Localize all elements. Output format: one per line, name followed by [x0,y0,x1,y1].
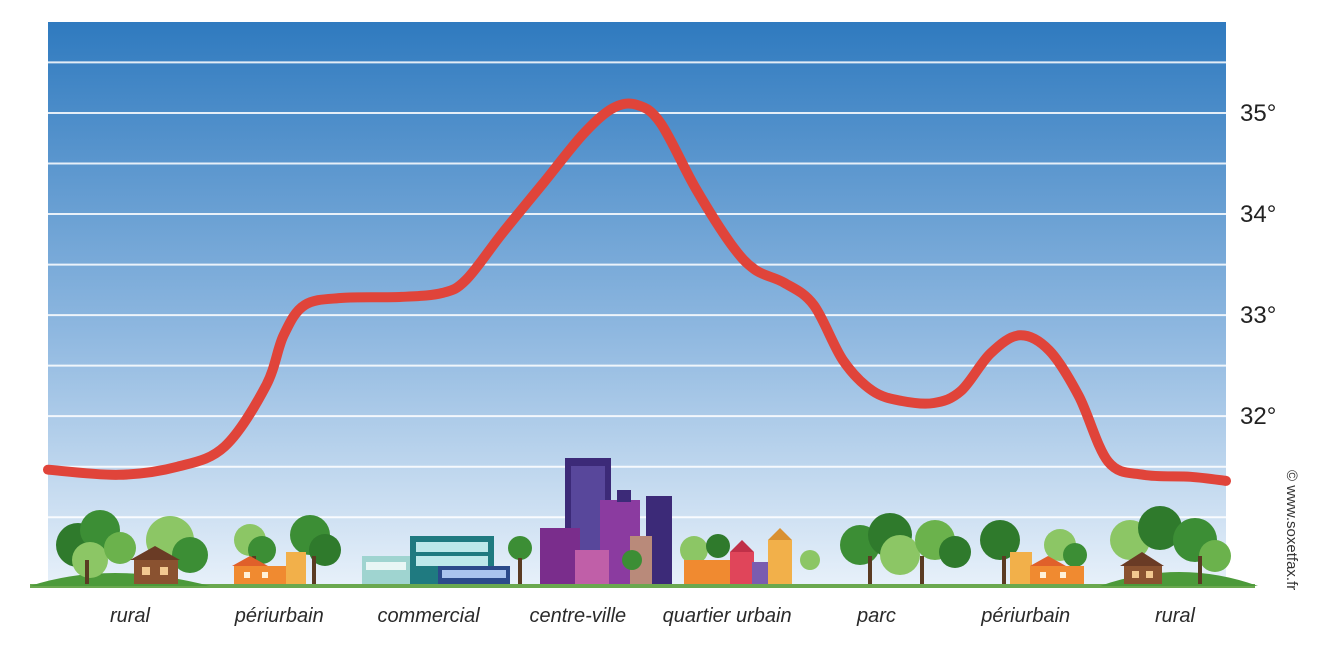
y-tick-label: 33° [1240,302,1276,329]
tree-cluster-icon [980,520,1087,584]
x-category-label: rural [1154,605,1195,627]
tree-cluster-icon [234,515,341,584]
tree-cluster-icon [1100,506,1258,586]
x-category-label: périurbain [981,605,1071,627]
house-icon [130,546,180,584]
ground-strip [30,584,1255,588]
plot-background [48,22,1226,588]
house-icon [1010,552,1084,584]
tree-cluster-icon [30,510,210,586]
house-icon [1120,552,1164,584]
x-category-label: parc [856,605,896,627]
x-category-label: commercial [377,605,480,627]
landscape-illustration [30,458,1258,588]
skyscraper-icon [540,458,672,584]
y-axis-ticks: 32° 33° 34° 35° [1240,100,1276,430]
x-category-label: périurbain [234,605,324,627]
temperature-curve [43,98,1231,486]
house-icon [232,552,306,584]
y-tick-label: 34° [1240,201,1276,228]
y-tick-label: 32° [1240,403,1276,430]
y-tick-label: 35° [1240,100,1276,127]
x-category-label: rural [109,605,150,627]
x-category-label: centre-ville [529,605,627,627]
tree-cluster-icon [840,513,971,584]
copyright-credit: © www.soxetfax.fr [1283,470,1300,591]
commercial-building-icon [362,536,532,584]
townhouse-icon [680,528,820,584]
x-category-label: quartier urbain [662,605,792,627]
